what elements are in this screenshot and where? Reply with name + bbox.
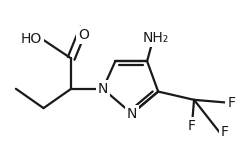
Text: N: N bbox=[127, 107, 137, 121]
Text: O: O bbox=[78, 28, 89, 42]
Text: N: N bbox=[98, 82, 108, 96]
Text: NH₂: NH₂ bbox=[142, 31, 169, 45]
Text: F: F bbox=[220, 124, 228, 138]
Text: F: F bbox=[187, 119, 195, 133]
Text: F: F bbox=[227, 96, 235, 110]
Text: HO: HO bbox=[21, 32, 42, 46]
